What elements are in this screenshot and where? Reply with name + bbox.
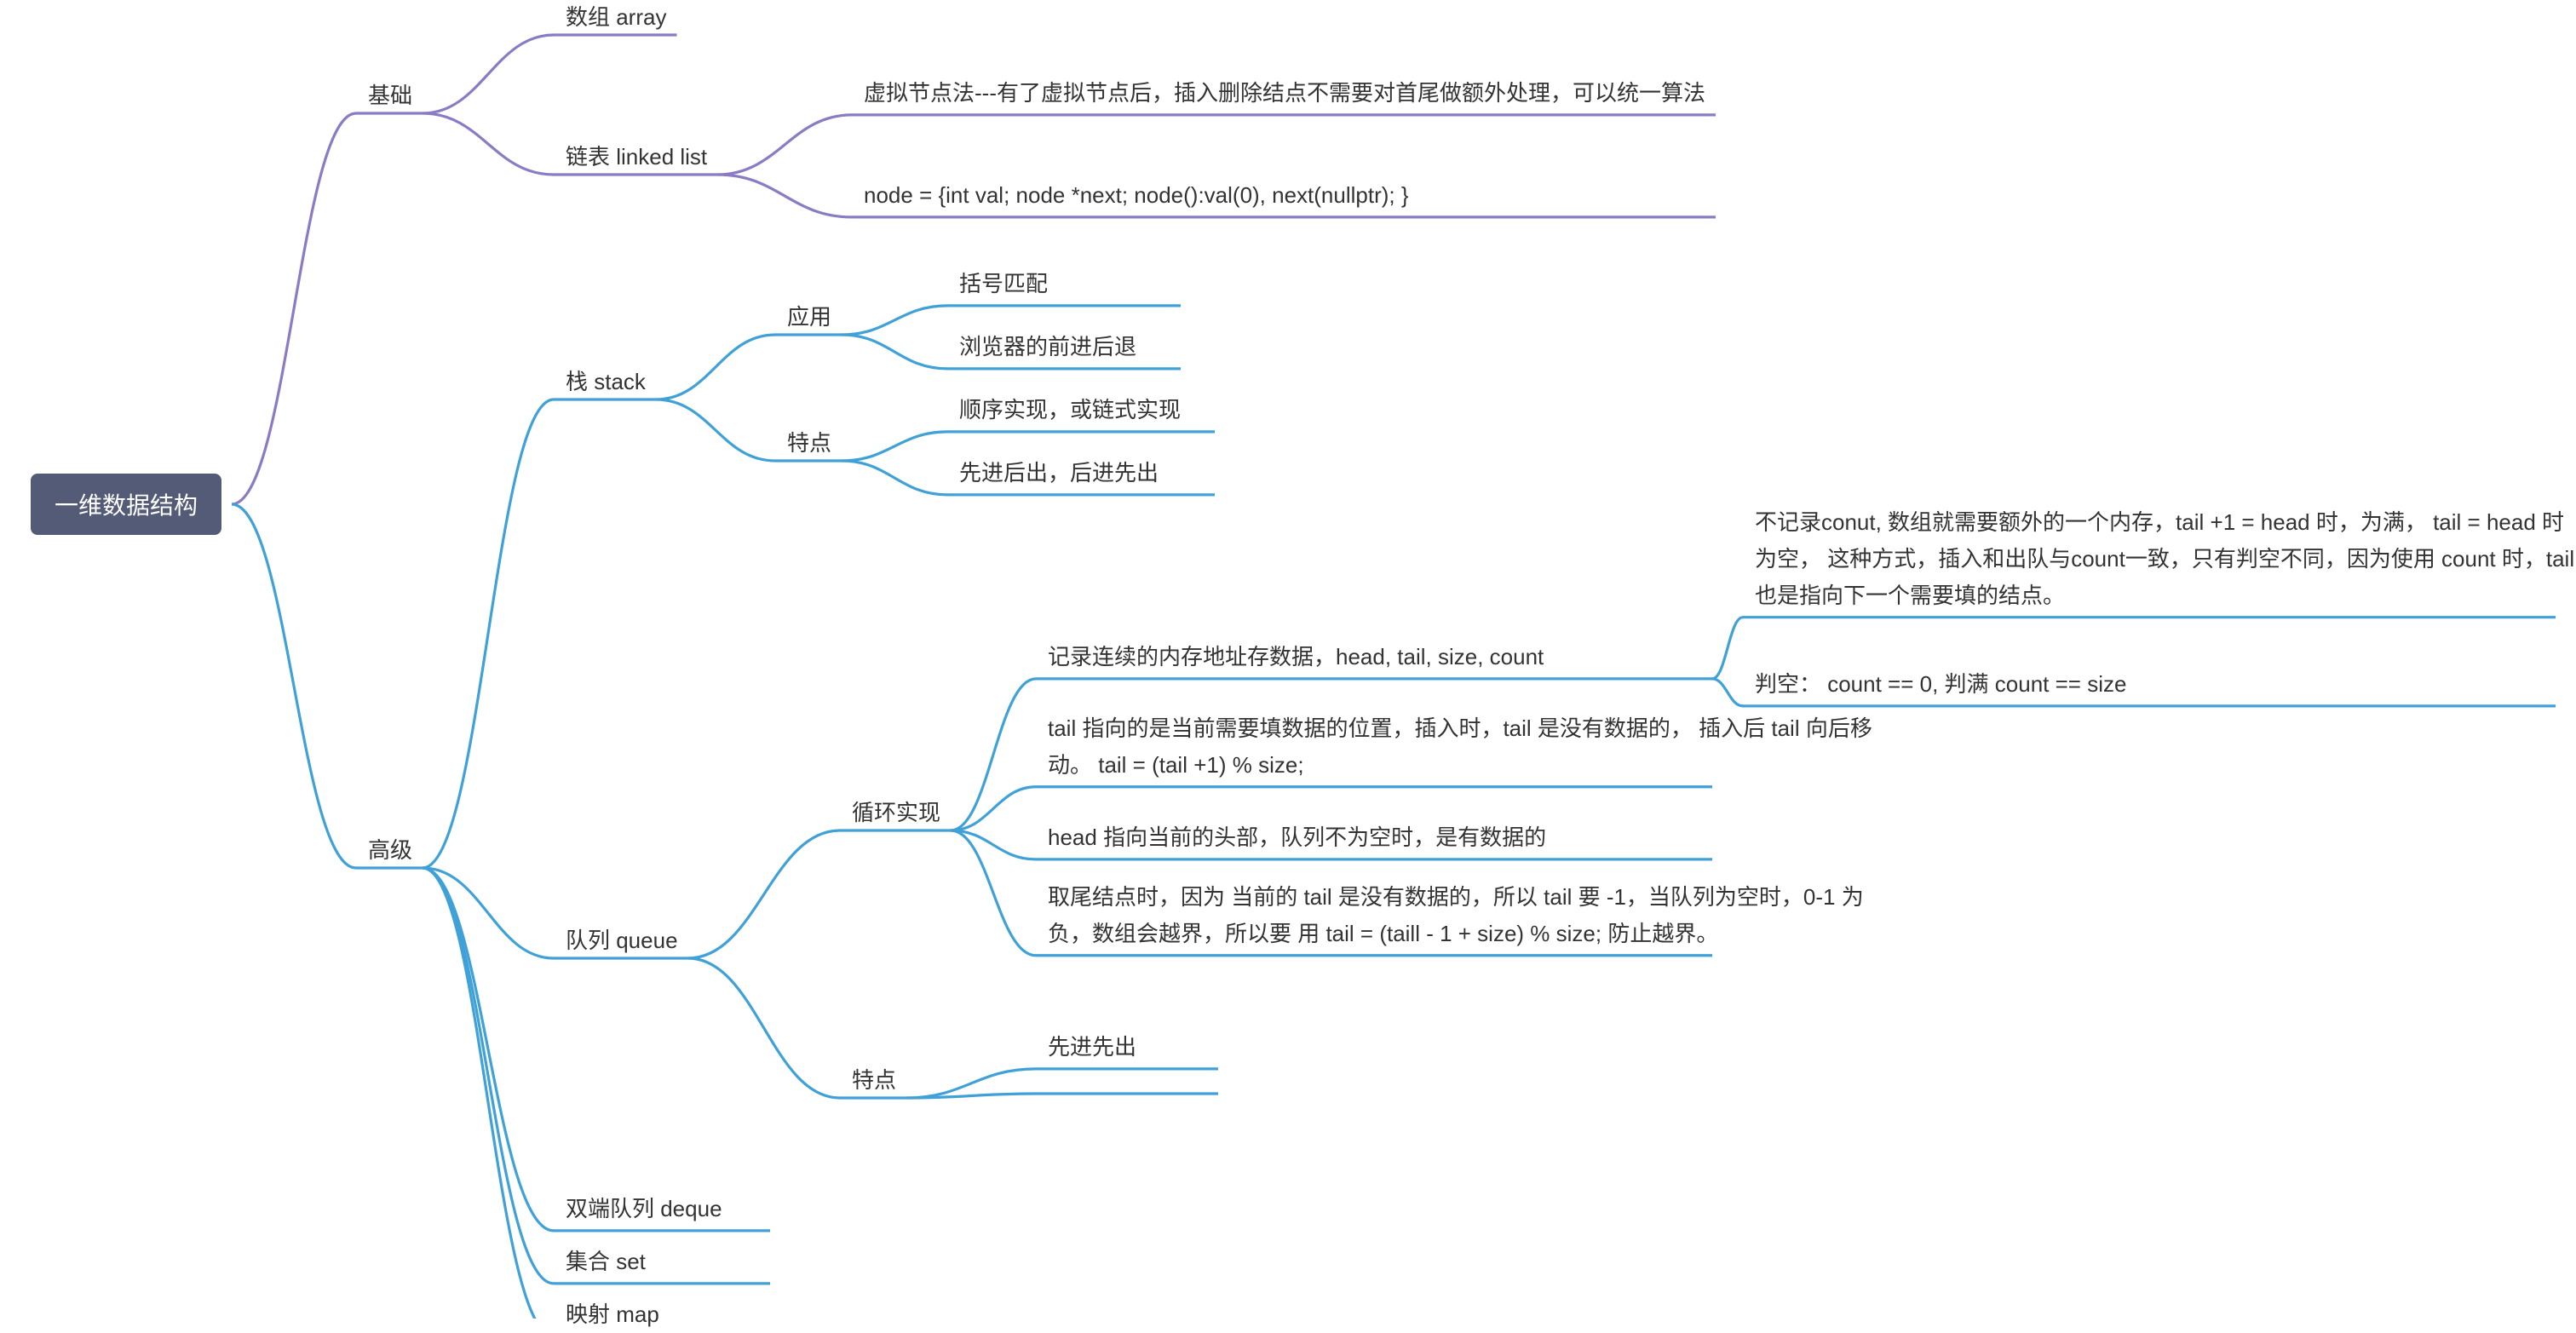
root-label: 一维数据结构 xyxy=(55,492,198,519)
node-text: 链表 linked list xyxy=(566,144,707,169)
node-stack[interactable]: 栈 stack xyxy=(566,365,646,396)
node-text: 特点 xyxy=(787,430,831,456)
node-text: tail 指向的是当前需要填数据的位置，插入时，tail 是没有数据的， 插入后… xyxy=(1048,715,1872,778)
node-linkedlist[interactable]: 链表 linked list xyxy=(566,140,707,171)
node-stack_feat[interactable]: 特点 xyxy=(787,426,831,457)
node-basic[interactable]: 基础 xyxy=(368,78,412,110)
leaf-q_loop3[interactable]: head 指向当前的头部，队列不为空时，是有数据的 xyxy=(1048,819,1546,856)
node-text: 判空： count == 0, 判满 count == size xyxy=(1755,671,2126,697)
root-node[interactable]: 一维数据结构 xyxy=(31,474,221,535)
leaf-q_loop1[interactable]: 记录连续的内存地址存数据，head, tail, size, count xyxy=(1048,639,1544,675)
leaf-q_loop1a[interactable]: 不记录conut, 数组就需要额外的一个内存，tail +1 = head 时，… xyxy=(1755,504,2576,614)
node-text: 不记录conut, 数组就需要额外的一个内存，tail +1 = head 时，… xyxy=(1755,509,2574,608)
node-text: 双端队列 deque xyxy=(566,1196,722,1221)
leaf-deque[interactable]: 双端队列 deque xyxy=(566,1191,722,1227)
leaf-stack_app1[interactable]: 括号匹配 xyxy=(959,266,1048,302)
node-text: 数组 array xyxy=(566,4,666,30)
node-stack_app[interactable]: 应用 xyxy=(787,300,831,331)
node-text: 括号匹配 xyxy=(959,271,1048,296)
leaf-set[interactable]: 集合 set xyxy=(566,1244,646,1280)
node-text: 取尾结点时，因为 当前的 tail 是没有数据的，所以 tail 要 -1，当队… xyxy=(1048,884,1864,946)
node-text: 记录连续的内存地址存数据，head, tail, size, count xyxy=(1048,644,1544,669)
node-text: 浏览器的前进后退 xyxy=(959,334,1136,359)
leaf-ll_note2[interactable]: node = {int val; node *next; node():val(… xyxy=(864,177,1409,214)
node-text: 基础 xyxy=(368,83,412,108)
node-text: 循环实现 xyxy=(852,800,940,825)
node-array[interactable]: 数组 array xyxy=(566,0,666,32)
node-text: 队列 queue xyxy=(566,928,678,953)
node-text: 顺序实现，或链式实现 xyxy=(959,397,1181,422)
leaf-stack_feat1[interactable]: 顺序实现，或链式实现 xyxy=(959,392,1181,428)
leaf-map[interactable]: 映射 map xyxy=(566,1296,659,1333)
node-advanced[interactable]: 高级 xyxy=(368,833,412,865)
node-text: head 指向当前的头部，队列不为空时，是有数据的 xyxy=(1048,825,1546,850)
leaf-q_loop4[interactable]: 取尾结点时，因为 当前的 tail 是没有数据的，所以 tail 要 -1，当队… xyxy=(1048,879,1900,952)
node-text: 先进先出 xyxy=(1048,1034,1136,1060)
node-text: 栈 stack xyxy=(566,369,646,394)
node-text: 虚拟节点法---有了虚拟节点后，插入删除结点不需要对首尾做额外处理，可以统一算法 xyxy=(864,80,1705,106)
leaf-q_loop2[interactable]: tail 指向的是当前需要填数据的位置，插入时，tail 是没有数据的， 插入后… xyxy=(1048,710,1900,784)
node-text: 先进后出，后进先出 xyxy=(959,460,1159,486)
node-text: 高级 xyxy=(368,837,412,863)
node-text: node = {int val; node *next; node():val(… xyxy=(864,182,1409,208)
node-text: 映射 map xyxy=(566,1301,659,1327)
node-q_feat[interactable]: 特点 xyxy=(852,1063,896,1095)
leaf-ll_note1[interactable]: 虚拟节点法---有了虚拟节点后，插入删除结点不需要对首尾做额外处理，可以统一算法 xyxy=(864,75,1705,112)
leaf-stack_app2[interactable]: 浏览器的前进后退 xyxy=(959,329,1136,365)
leaf-q_feat1[interactable]: 先进先出 xyxy=(1048,1029,1136,1066)
leaf-stack_feat2[interactable]: 先进后出，后进先出 xyxy=(959,455,1159,491)
node-text: 特点 xyxy=(852,1067,896,1093)
node-text: 应用 xyxy=(787,304,831,330)
node-q_loop[interactable]: 循环实现 xyxy=(852,796,940,827)
leaf-q_loop1b[interactable]: 判空： count == 0, 判满 count == size xyxy=(1755,666,2126,703)
node-text: 集合 set xyxy=(566,1249,646,1274)
node-queue[interactable]: 队列 queue xyxy=(566,923,678,955)
